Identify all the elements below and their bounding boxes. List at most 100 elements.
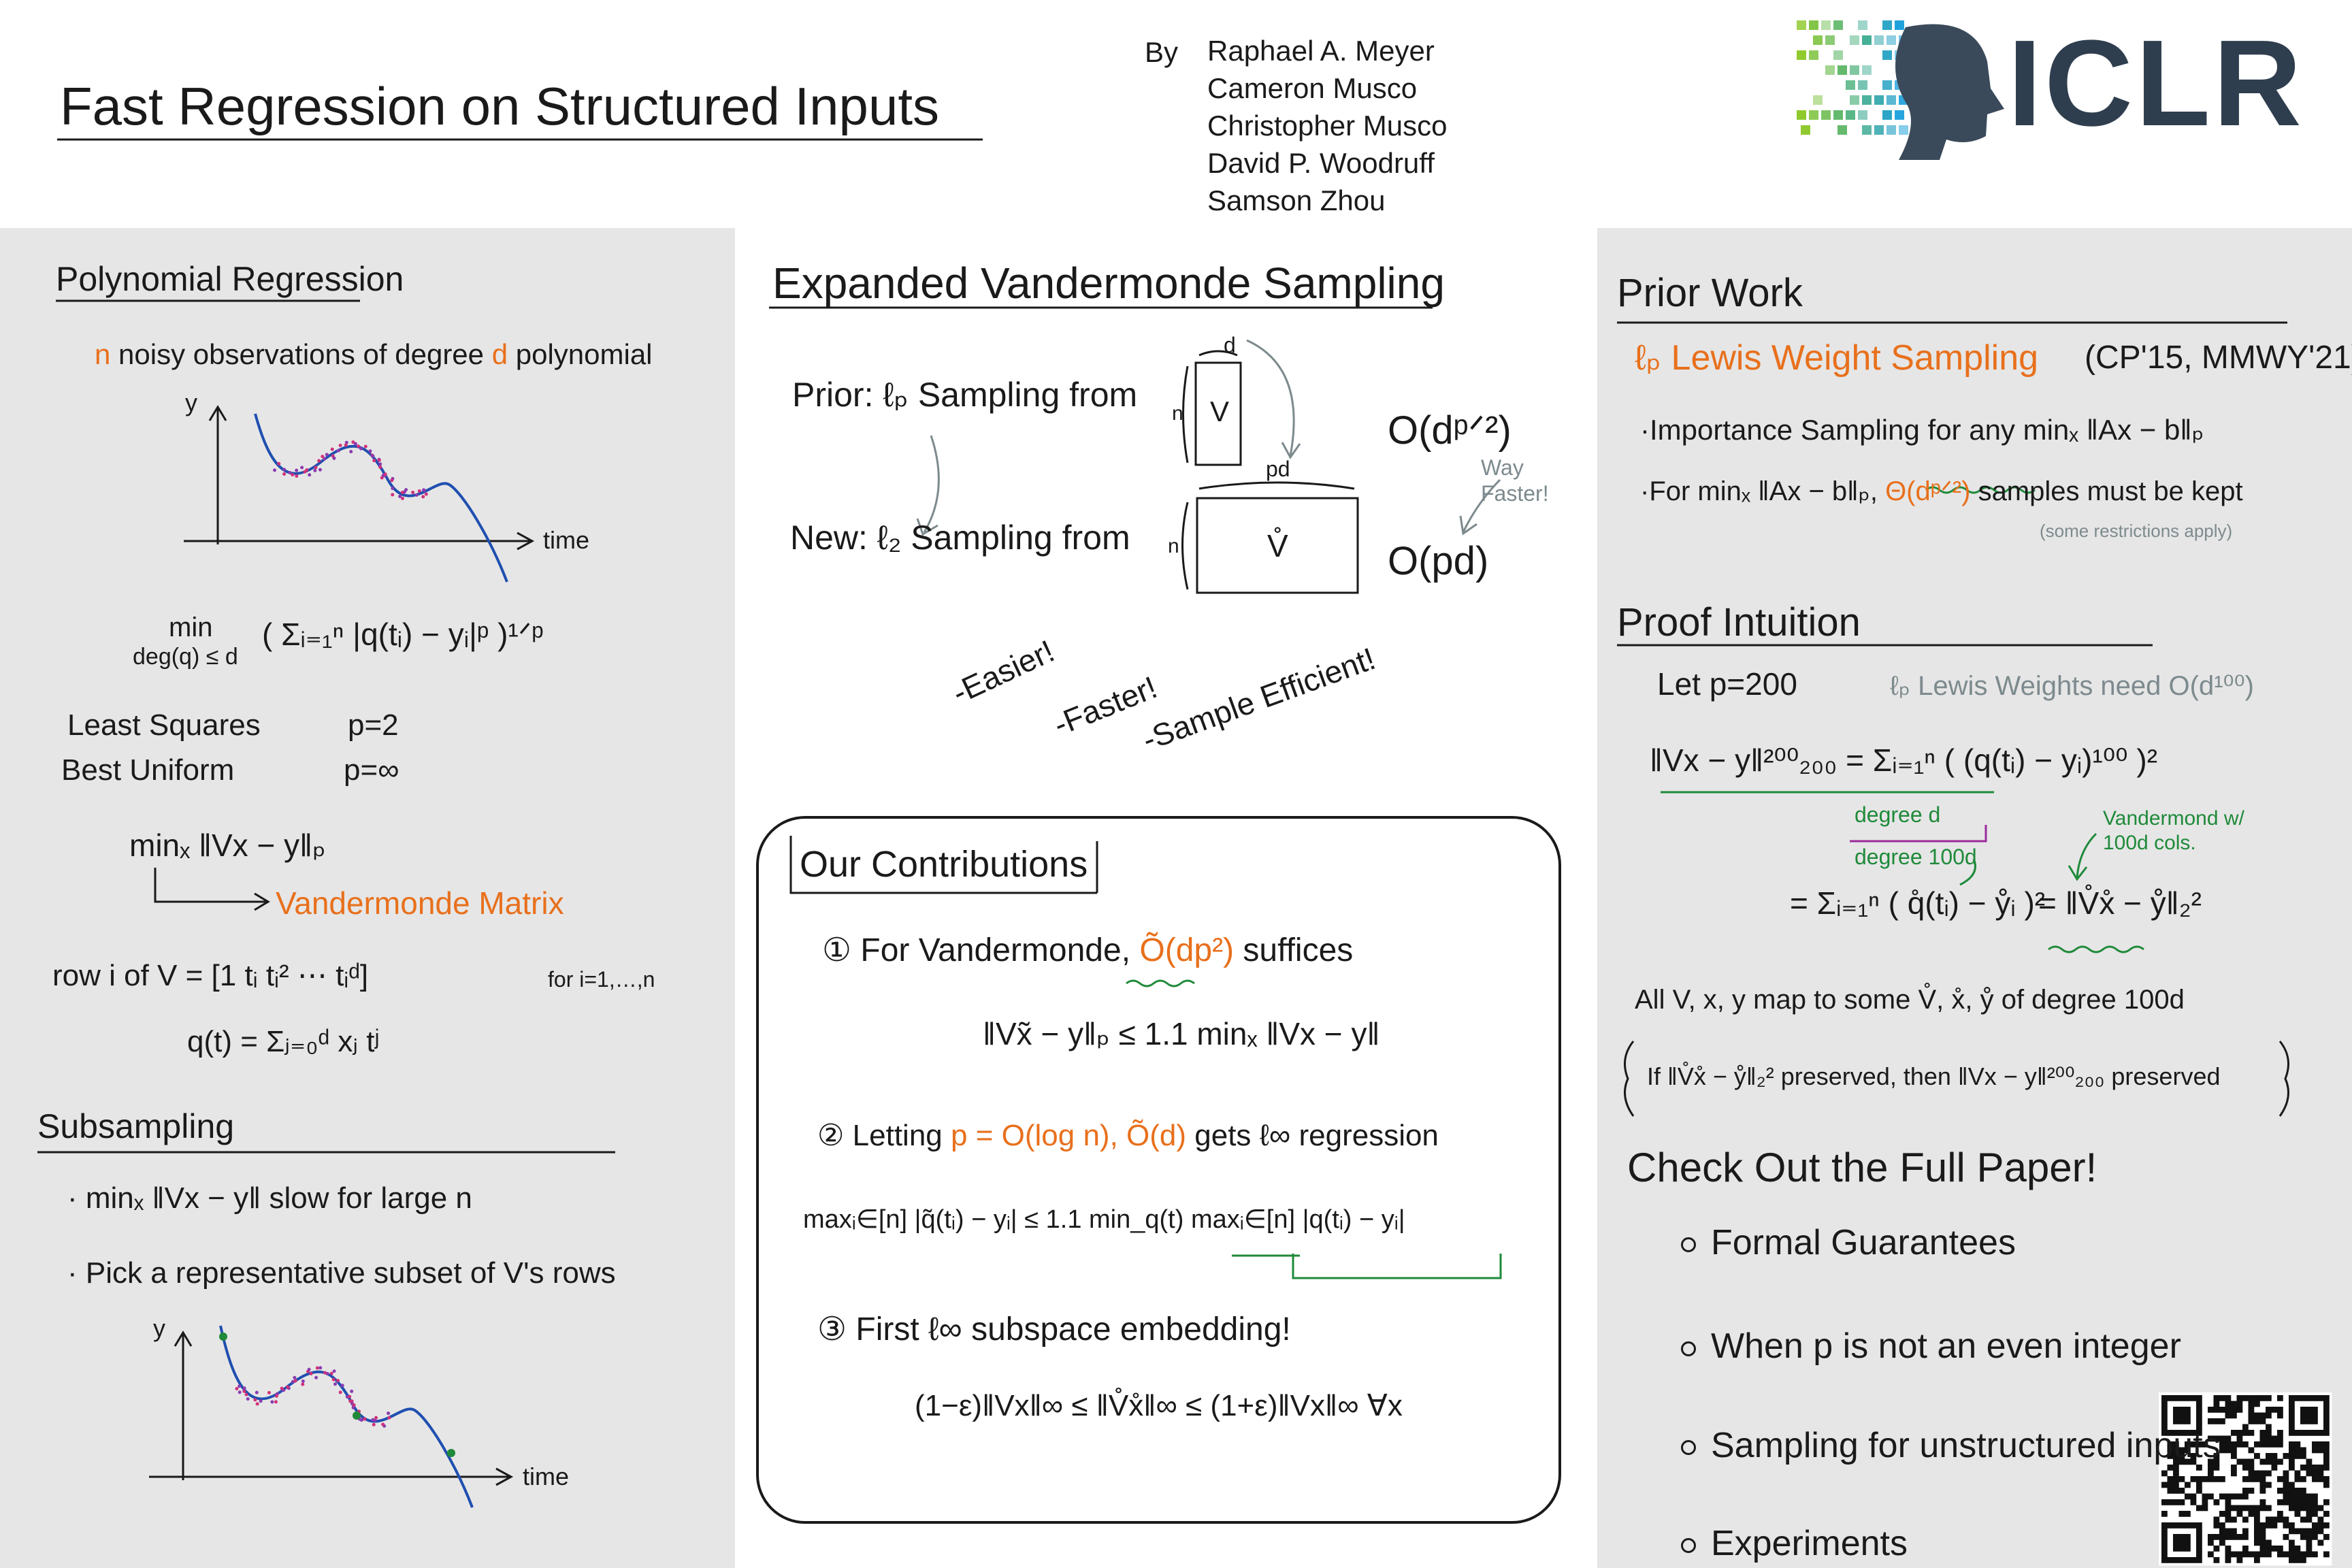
qr-module	[2283, 1453, 2289, 1459]
qr-module	[2173, 1441, 2179, 1448]
qr-module	[2173, 1447, 2179, 1454]
qr-module	[2225, 1407, 2232, 1413]
observation	[235, 1387, 239, 1391]
qr-module	[2225, 1551, 2232, 1558]
observation	[390, 478, 394, 483]
qr-module	[2312, 1551, 2318, 1558]
qr-module	[2242, 1395, 2249, 1401]
matrix-box	[1194, 361, 1242, 466]
observation	[349, 450, 353, 454]
formula: for i=1,…,n	[548, 967, 655, 992]
qr-module	[2178, 1539, 2185, 1546]
qr-module	[2173, 1453, 2179, 1459]
qr-module	[2161, 1482, 2168, 1488]
qr-module	[2289, 1418, 2295, 1424]
observation	[400, 496, 404, 500]
squiggle	[1126, 979, 1195, 987]
observation	[344, 440, 348, 444]
qr-module	[2294, 1395, 2301, 1401]
observation	[336, 448, 340, 453]
qr-module	[2202, 1505, 2208, 1512]
observation	[325, 453, 329, 457]
qr-module	[2306, 1499, 2313, 1505]
qr-module	[2254, 1511, 2260, 1517]
logo-pixel	[1801, 125, 1810, 135]
observation	[351, 1405, 355, 1409]
qr-module	[2213, 1522, 2220, 1529]
qr-module	[2225, 1505, 2232, 1512]
sample-point	[447, 1449, 455, 1457]
qr-module	[2300, 1534, 2306, 1540]
qr-module	[2289, 1551, 2295, 1558]
qr-module	[2196, 1539, 2202, 1546]
note: ℓₚ Lewis Weights need O(d¹⁰⁰)	[1890, 671, 2254, 701]
qr-module	[2202, 1476, 2208, 1482]
observation	[293, 1375, 297, 1379]
qr-module	[2161, 1534, 2168, 1540]
annotation: Vandermond w/ 100d cols.	[2103, 807, 2244, 854]
qr-module	[2294, 1528, 2301, 1535]
qr-module	[2300, 1412, 2306, 1419]
qr-module	[2323, 1482, 2330, 1488]
qr-module	[2213, 1476, 2220, 1482]
matrix-label: V	[1210, 395, 1230, 427]
qr-module	[2185, 1430, 2191, 1436]
qr-module	[2289, 1453, 2295, 1459]
qr-module	[2167, 1557, 2174, 1563]
qr-module	[2266, 1539, 2272, 1546]
logo-pixel	[1846, 110, 1855, 120]
qr-module	[2312, 1470, 2318, 1477]
braces	[1624, 1041, 2289, 1117]
formula: = Σᵢ₌₁ⁿ ( q̊(tᵢ) − ẙᵢ )²	[1790, 885, 2046, 921]
observation	[300, 466, 304, 470]
qr-module	[2266, 1551, 2272, 1558]
qr-module	[2173, 1418, 2179, 1424]
highlight: Θ(dᵖᐟ²)	[1885, 476, 1971, 506]
observation	[391, 487, 395, 491]
qr-module	[2231, 1430, 2237, 1436]
observation	[238, 1390, 242, 1394]
qr-module	[2178, 1511, 2185, 1517]
qr-module	[2196, 1430, 2202, 1436]
logo-pixel	[1846, 80, 1855, 90]
qr-module	[2173, 1557, 2179, 1563]
qr-module	[2312, 1407, 2318, 1413]
qr-module	[2300, 1488, 2306, 1494]
qr-module	[2236, 1511, 2243, 1517]
logo-pixel	[1886, 35, 1896, 45]
qr-module	[2208, 1534, 2214, 1540]
qr-module	[2300, 1418, 2306, 1424]
qr-module	[2242, 1488, 2249, 1494]
qr-module	[2236, 1435, 2243, 1442]
qr-module	[2242, 1516, 2249, 1523]
observation	[372, 459, 376, 463]
arrow	[1959, 858, 1976, 886]
qr-module	[2196, 1412, 2202, 1419]
qr-module	[2323, 1447, 2330, 1454]
qr-module	[2289, 1430, 2295, 1436]
qr-module	[2266, 1435, 2272, 1442]
qr-module	[2173, 1430, 2179, 1436]
qr-module	[2259, 1395, 2266, 1401]
matrix-box	[1196, 497, 1359, 594]
qr-module	[2277, 1407, 2283, 1413]
text: ① For Vandermonde,	[822, 932, 1131, 968]
logo-pixel	[1858, 80, 1867, 90]
qr-module	[2306, 1516, 2313, 1523]
qr-module	[2254, 1522, 2260, 1529]
text: ·For minₓ ‖Ax − b‖ₚ,	[1640, 476, 1878, 506]
qr-module	[2323, 1418, 2330, 1424]
qr-module	[2167, 1465, 2174, 1471]
qr-module	[2277, 1516, 2283, 1523]
observation	[255, 1390, 259, 1394]
qr-module	[2231, 1516, 2237, 1523]
logo-pixel	[1882, 20, 1892, 30]
squiggle	[2048, 945, 2144, 953]
logo-pixel	[1862, 65, 1872, 75]
qr-module	[2317, 1447, 2324, 1454]
cost: O(pd)	[1388, 539, 1489, 583]
intro: n noisy observations of degree d polynom…	[95, 338, 653, 372]
qr-module	[2294, 1470, 2301, 1477]
observation	[293, 1379, 297, 1383]
observation	[411, 491, 415, 495]
